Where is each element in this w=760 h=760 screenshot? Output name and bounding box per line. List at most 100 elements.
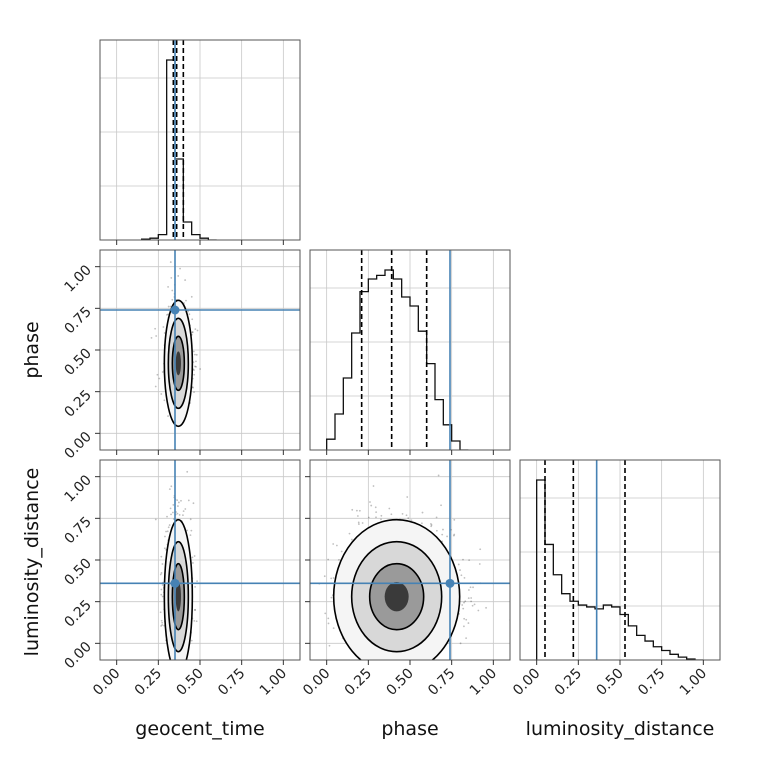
sample-point	[177, 501, 180, 504]
sample-point	[160, 593, 163, 596]
sample-point	[193, 369, 195, 371]
sample-point	[155, 335, 158, 337]
sample-point	[437, 474, 440, 477]
sample-point	[435, 516, 438, 519]
sample-point	[161, 371, 164, 373]
x-tick-label: 1.00	[467, 666, 500, 699]
sample-point	[464, 600, 467, 603]
sample-point	[160, 555, 163, 558]
sample-point	[194, 328, 197, 331]
sample-point	[332, 543, 335, 545]
sample-point	[184, 508, 187, 510]
sample-point	[473, 603, 476, 606]
y-tick-label: 1.00	[61, 262, 94, 295]
sample-point	[459, 569, 461, 571]
sample-point	[465, 618, 468, 621]
y-tick-label: 0.50	[61, 556, 94, 589]
sample-point	[180, 499, 182, 502]
sample-point	[194, 585, 197, 588]
truth-marker	[170, 578, 180, 588]
sample-point	[324, 612, 327, 615]
panels-layer: 0.000.250.500.751.000.00 0.25 0.50 0.75 1.00…	[61, 39, 721, 699]
sample-point	[192, 386, 194, 389]
sample-point	[370, 504, 373, 507]
sample-point	[340, 550, 343, 553]
sample-point	[430, 525, 433, 528]
sample-point	[172, 504, 175, 506]
sample-point	[195, 620, 198, 623]
sample-point	[191, 318, 194, 321]
x-tick-label: 0.50	[173, 666, 206, 699]
sample-point	[166, 313, 168, 316]
x-tick-label: 0.25	[552, 666, 585, 699]
sample-point	[190, 639, 193, 642]
sample-point	[407, 517, 410, 520]
sample-point	[163, 399, 166, 402]
sample-point	[375, 511, 378, 514]
density-contour	[384, 582, 409, 612]
sample-point	[405, 514, 408, 517]
sample-point	[323, 575, 326, 578]
sample-point	[160, 572, 163, 574]
sample-point	[160, 625, 162, 627]
sample-point	[358, 509, 361, 512]
sample-point	[453, 533, 456, 536]
sample-point	[470, 600, 473, 603]
sample-point	[196, 329, 199, 332]
sample-point	[440, 504, 442, 507]
sample-point	[168, 488, 171, 491]
x-tick-label: 0.25	[342, 666, 375, 699]
sample-point	[160, 588, 163, 591]
sample-point	[390, 513, 393, 516]
sample-point	[186, 470, 189, 473]
sample-point	[351, 508, 354, 511]
panel-luminosity_distance-luminosity_distance: 0.00 0.25 0.50 0.75 1.00	[510, 459, 721, 699]
sample-point	[421, 511, 424, 514]
sample-point	[446, 535, 448, 538]
sample-point	[171, 511, 174, 514]
sample-point	[460, 574, 463, 577]
sample-point	[302, 613, 304, 615]
sample-point	[357, 521, 360, 524]
sample-point	[167, 313, 170, 316]
sample-point	[401, 512, 404, 515]
x-tick-label: 0.75	[635, 666, 668, 699]
histogram-phase	[326, 269, 469, 450]
panel-luminosity_distance-phase: 0.00 0.25 0.50 0.75 1.00	[300, 439, 511, 699]
sample-point	[166, 530, 169, 533]
panel-phase-geocent_time: 0.00 0.25 0.50 0.75 1.00	[61, 249, 301, 462]
sample-point	[167, 526, 170, 529]
sample-point	[192, 350, 195, 353]
sample-point	[192, 562, 194, 564]
sample-point	[193, 619, 196, 622]
sample-point	[430, 524, 433, 526]
sample-point	[171, 298, 174, 301]
sample-point	[179, 267, 181, 270]
sample-point	[195, 365, 197, 368]
sample-point	[453, 439, 455, 441]
sample-point	[462, 558, 464, 561]
sample-point	[150, 337, 153, 339]
sample-point	[478, 563, 481, 565]
x-tick-label: 0.00	[90, 666, 123, 699]
sample-point	[176, 512, 179, 515]
sample-point	[453, 518, 456, 521]
sample-point	[195, 360, 197, 363]
sample-point	[185, 299, 187, 302]
sample-point	[430, 522, 432, 525]
sample-point	[406, 496, 409, 498]
x-tick-label: 0.25	[132, 666, 165, 699]
sample-point	[305, 618, 307, 620]
sample-point	[442, 528, 444, 531]
sample-point	[335, 544, 338, 547]
x-tick-label: 0.00	[510, 666, 543, 699]
sample-point	[161, 595, 164, 598]
x-tick-label: 0.00	[300, 666, 333, 699]
sample-point	[199, 368, 202, 370]
sample-point	[167, 305, 170, 308]
sample-point	[193, 373, 196, 376]
sample-point	[187, 310, 190, 313]
sample-point	[169, 507, 172, 510]
sample-point	[184, 279, 187, 281]
sample-point	[182, 510, 185, 513]
